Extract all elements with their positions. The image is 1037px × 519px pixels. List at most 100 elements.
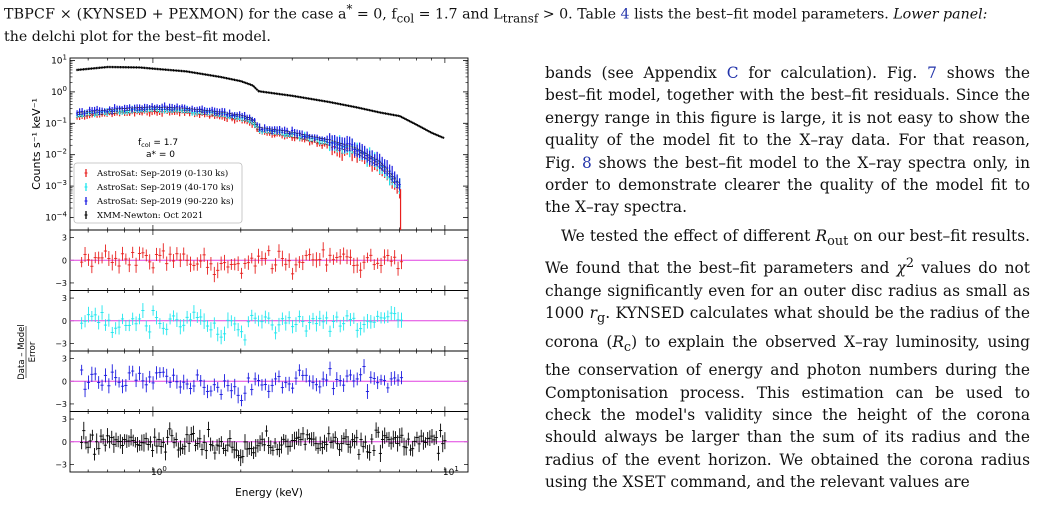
text-span: 2 [905, 256, 915, 272]
text-span: R [815, 226, 828, 245]
caption-line-1: TBPCF × (KYNSED + PEXMON) for the case a… [4, 0, 1034, 28]
paragraph-2: We tested the effect of different Rout o… [545, 225, 1030, 494]
x-tick-label-base: 10 [151, 468, 163, 478]
caption-sub: col [396, 11, 415, 26]
text-span: R [612, 332, 624, 351]
y-tick-label: 10−2 [45, 148, 67, 161]
x-axis-label: Energy (keV) [235, 487, 303, 499]
series-astrosat-sep-2019-90-220-ks- [75, 102, 401, 191]
x-tick-label-exp: 0 [162, 465, 166, 473]
caption-line-2: the delchi plot for the best–fit model. [4, 28, 1034, 46]
y-tick-label-base: 10 [51, 56, 63, 66]
residual-y-axis-label: Data – Model Error [17, 324, 38, 379]
text-span: . [605, 304, 616, 323]
text-span: on our best–fit results. We found that t… [545, 226, 1030, 278]
series-xmm-newton-oct-2021 [75, 65, 445, 139]
resid-tick-label: 3 [62, 294, 67, 303]
x-tick-label-exp: 1 [454, 465, 458, 473]
model-line [77, 108, 400, 187]
figure-link[interactable]: 7 [927, 64, 937, 82]
legend: AstroSat: Sep-2019 (0-130 ks) AstroSat: S… [73, 162, 243, 224]
table-link[interactable]: 4 [620, 6, 630, 23]
annotation-fcol-f: f [138, 138, 142, 148]
resid-tick-label: 3 [62, 355, 67, 364]
y-tick-label: 101 [51, 53, 67, 66]
caption-text: = 1.7 and L [414, 6, 503, 23]
legend-item: AstroSat: Sep-2019 (90-220 ks) [96, 196, 234, 207]
text-span: for calculation). Fig. [738, 64, 928, 82]
text-span: ) to explain the observed X–ray luminosi… [545, 332, 1030, 492]
y-tick-label-base: 10 [51, 88, 63, 98]
y-tick-label-exp: 0 [63, 85, 67, 93]
text-span: We tested the effect of different [561, 226, 816, 245]
text-span: c [623, 339, 632, 355]
top-y-axis-label: Counts s⁻¹ keV⁻¹ [30, 98, 43, 190]
legend-item: AstroSat: Sep-2019 (40-170 ks) [96, 182, 234, 193]
legend-item: XMM-Newton: Oct 2021 [97, 211, 203, 221]
y-tick-label: 10−3 [45, 179, 67, 192]
caption-sub: transf [502, 11, 539, 26]
caption-text: for the case a [244, 6, 347, 23]
y-tick-label: 100 [51, 85, 67, 98]
x-tick-label-base: 10 [443, 468, 455, 478]
y-tick-label: 10−1 [45, 116, 67, 129]
caption-text: = 0, f [352, 6, 397, 23]
y-tick-label-base: 10 [45, 214, 57, 224]
resid-tick-label: 0 [62, 438, 67, 447]
legend-box [73, 162, 243, 224]
figure-caption: TBPCF × (KYNSED + PEXMON) for the case a… [4, 0, 1034, 46]
y-tick-label-base: 10 [45, 151, 57, 161]
x-tick-label: 100 [151, 465, 167, 478]
body-text-column: bands (see Appendix C for calculation). … [545, 62, 1030, 500]
text-span: command, and the relevant values are [665, 473, 970, 492]
model-line [77, 111, 400, 190]
residual-points-4 [80, 421, 447, 467]
residual-ylabel-denominator: Error [28, 341, 38, 362]
legend-item: AstroSat: Sep-2019 (0-130 ks) [96, 168, 228, 179]
y-tick-label-exp: −2 [57, 148, 67, 156]
caption-lower-panel: Lower panel: [893, 6, 988, 23]
text-span: χ [896, 259, 906, 278]
resid-tick-label: −3 [55, 400, 67, 409]
text-span: KYNSED [615, 304, 685, 323]
residual-ylabel-numerator: Data – Model [17, 324, 27, 379]
paragraph-1: bands (see Appendix C for calculation). … [545, 62, 1030, 219]
resid-tick-label: 3 [62, 234, 67, 243]
figure-link[interactable]: 8 [582, 153, 592, 172]
text-span: shows the best–fit model, together with … [545, 64, 1031, 172]
text-span: r [589, 304, 597, 323]
text-span: shows the best–fit model to the X–ray sp… [545, 153, 1030, 217]
caption-text: the delchi plot for the best–fit model. [4, 28, 271, 45]
text-span: g [596, 311, 606, 327]
annotation-astar: a* = 0 [146, 150, 175, 160]
annotation-fcol-sub: col [141, 141, 151, 149]
residual-points-3 [80, 359, 404, 407]
caption-text: > 0. Table [538, 6, 621, 23]
text-span: XSET [622, 473, 666, 492]
x-tick-label: 101 [443, 465, 459, 478]
text-span: bands (see Appendix [545, 64, 727, 82]
y-tick-label-base: 10 [45, 182, 57, 192]
resid-tick-label: −3 [55, 460, 67, 469]
resid-tick-label: 3 [62, 415, 67, 424]
y-tick-label-exp: −4 [57, 211, 68, 219]
caption-model: TBPCF × (KYNSED + PEXMON) [4, 6, 245, 23]
residual-points-2 [80, 303, 404, 346]
caption-sup: * [346, 2, 353, 16]
resid-tick-label: 0 [62, 377, 67, 386]
figure-link[interactable]: C [726, 64, 739, 82]
y-tick-label-exp: −3 [57, 179, 67, 187]
resid-tick-label: −3 [55, 339, 67, 348]
y-tick-label-exp: −1 [57, 116, 67, 124]
residual-points-1 [80, 242, 404, 283]
text-span: out [827, 233, 849, 249]
text-span: calculates what should be the radius of … [545, 304, 1030, 351]
caption-text: lists the best–fit model parameters. [629, 6, 894, 23]
resid-tick-label: −3 [55, 279, 67, 288]
text-span: values do not change significantly even … [545, 259, 1030, 323]
annotation-fcol: fcol = 1.7 [138, 138, 178, 149]
y-tick-label-base: 10 [45, 119, 57, 129]
y-tick-label: 10−4 [45, 211, 67, 224]
annotation-fcol-val: = 1.7 [151, 138, 179, 148]
